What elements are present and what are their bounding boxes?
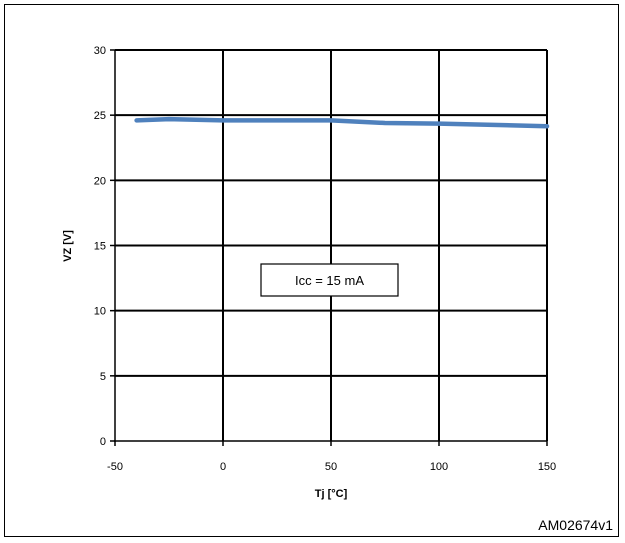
grid [115,49,548,441]
figure-id: AM02674v1 [538,517,613,533]
annotation-border [260,263,399,297]
tick-labels: 0 5 10 15 20 25 30 -50 0 50 100 150 [94,45,556,473]
x-axis-title: Tj [°C] [315,488,348,500]
y-tick-label-20: 20 [94,175,106,187]
y-tick-label-10: 10 [94,306,106,318]
x-tick-label-150: 150 [538,461,556,473]
annotation-box: Icc = 15 mA [260,263,399,297]
y-tick-label-5: 5 [100,371,106,383]
x-tick-label--50: -50 [107,461,123,473]
series-layer [134,116,550,129]
annotation-text: Icc = 15 mA [295,273,364,288]
series-line-0 [134,116,550,129]
y-tick-label-0: 0 [100,436,106,448]
y-tick-label-30: 30 [94,45,106,57]
y-tick-label-15: 15 [94,241,106,253]
x-tick-label-50: 50 [325,461,337,473]
axes [110,49,548,446]
y-axis-title: VZ [V] [62,230,74,262]
figure-frame [4,4,619,537]
x-tick-label-100: 100 [430,461,448,473]
x-tick-label-0: 0 [220,461,226,473]
y-tick-label-25: 25 [94,110,106,122]
